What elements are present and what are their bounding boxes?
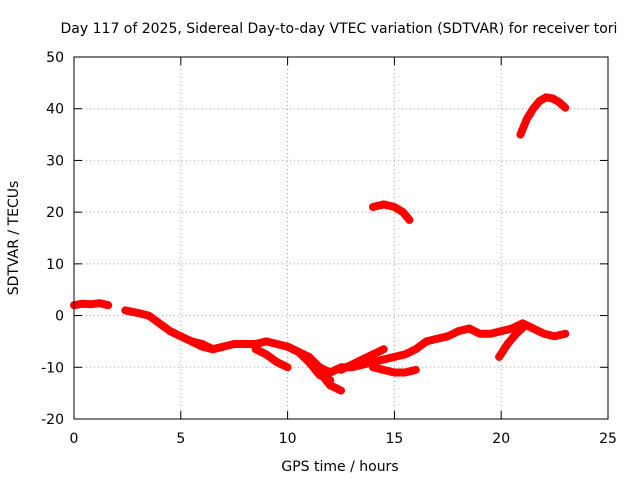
data-point [498,328,505,335]
data-point [88,301,95,308]
data-point [209,346,216,353]
data-point [551,333,558,340]
data-point [284,364,291,371]
chart-title: Day 117 of 2025, Sidereal Day-to-day VTE… [61,21,618,37]
x-tick-label: 10 [279,431,297,447]
x-tick-label: 20 [492,431,510,447]
data-point [135,310,142,316]
data-point [306,359,312,366]
series-line-segment-9 [495,321,529,361]
data-point [105,302,112,309]
data-point [391,369,398,376]
data-point [96,300,103,307]
series-line-segment-4 [251,345,292,372]
data-point [517,131,524,138]
tick-layer: 0 5 10 15 20 25 -20 -10 0 10 20 30 40 50 [41,50,617,447]
data-point [252,346,259,353]
data-point [391,353,398,360]
x-tick-label: 25 [599,431,617,447]
data-point [412,366,419,373]
grid-layer [74,57,608,419]
data-point [476,330,483,337]
data-point [423,338,430,345]
y-tick-label: 30 [46,153,64,169]
data-point [327,377,334,384]
data-point [122,307,129,314]
data-point [523,116,530,123]
data-point [199,341,206,347]
series-layer [70,93,570,395]
data-point [316,372,323,378]
y-tick-label: 50 [46,50,64,66]
data-point [513,330,520,337]
data-point [543,94,550,101]
data-point [370,364,376,371]
data-point [263,351,270,358]
data-point [562,330,569,337]
data-point [406,216,413,223]
data-point [327,369,334,376]
data-point [487,330,494,337]
data-point [380,356,387,363]
y-tick-label: -10 [41,360,64,376]
data-point [295,348,302,355]
data-point [508,325,515,332]
data-point [338,387,344,394]
data-point [549,95,556,102]
data-point [496,353,503,360]
data-point [391,204,398,210]
data-point [380,201,387,208]
y-tick-label: 0 [55,309,64,325]
series-line-segment-3 [187,337,228,354]
data-point [455,328,462,335]
data-point [177,333,184,340]
data-point [188,338,195,345]
data-point [555,99,562,105]
y-tick-label: 10 [46,257,64,273]
y-axis-label: SDTVAR / TECUs [6,181,22,296]
data-point [412,346,419,353]
data-point [338,366,344,373]
data-point [380,366,387,373]
y-tick-label: 40 [46,102,64,118]
data-point [399,209,406,216]
data-point [444,333,451,340]
data-point [370,351,376,358]
y-tick-label: -20 [41,412,64,428]
x-tick-label: 5 [176,431,185,447]
x-tick-label: 15 [385,431,403,447]
data-point [145,312,152,319]
data-point [348,361,355,368]
data-point [434,335,441,342]
data-point [504,341,511,347]
data-point [241,341,248,347]
data-point [167,328,174,335]
data-point [466,325,473,332]
data-point [370,204,376,210]
x-tick-label: 0 [70,431,79,447]
data-point [380,346,387,353]
data-point [156,320,163,327]
data-point [530,325,537,332]
data-point [231,341,238,347]
data-point [220,343,227,350]
x-axis-label: GPS time / hours [281,459,398,475]
data-point [284,343,291,350]
data-point [562,104,569,111]
data-point [273,359,280,366]
data-point [263,338,270,345]
data-point [402,351,409,358]
data-point [79,300,86,307]
data-point [359,356,366,363]
data-point [402,369,409,376]
data-point [273,341,280,347]
data-point [536,98,543,104]
data-point [521,322,528,329]
data-point [540,330,547,337]
plot-frame [73,56,609,420]
data-point [530,105,537,112]
y-tick-label: 20 [46,205,64,221]
